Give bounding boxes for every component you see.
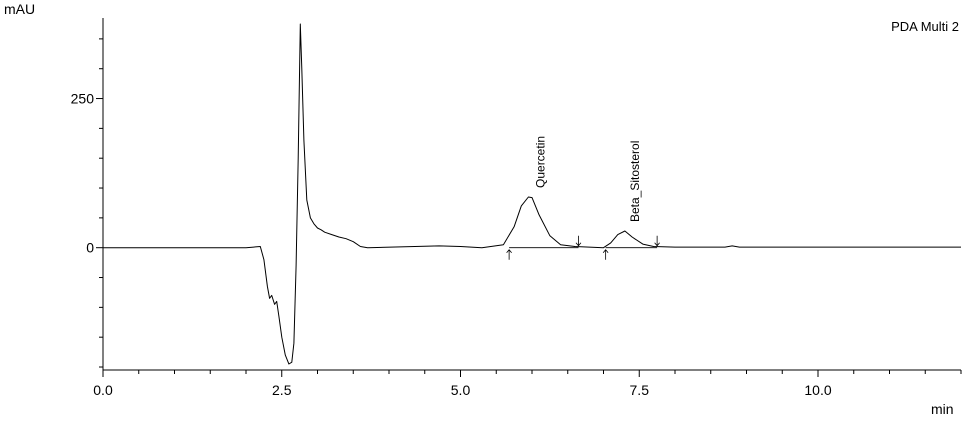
axes <box>102 18 961 371</box>
y-tick-label: 0 <box>86 240 94 256</box>
signal-trace <box>103 23 961 365</box>
series-layer <box>103 23 961 365</box>
peak-label-quercetin: Quercetin <box>534 136 548 188</box>
peak-start-marker <box>602 249 609 260</box>
y-tick-label: 250 <box>71 91 95 107</box>
x-tick-label: 2.5 <box>272 382 292 398</box>
axis-ticks: 0.0 2.5 5.0 7.5 10.0 0 250 <box>71 38 962 398</box>
x-axis-unit-label: min <box>931 401 954 417</box>
x-tick-label: 7.5 <box>630 382 650 398</box>
peak-end-marker <box>654 235 660 247</box>
peak-start-marker <box>506 249 512 260</box>
detector-label: PDA Multi 2 <box>891 19 959 34</box>
x-tick-label: 10.0 <box>804 382 831 398</box>
peak-label-beta-sitosterol: Beta_Sitosterol <box>628 141 642 222</box>
x-tick-label: 5.0 <box>451 382 471 398</box>
peak-end-marker <box>575 235 582 247</box>
text-labels: mAU min PDA Multi 2 Quercetin Beta_Sitost… <box>4 1 959 417</box>
x-tick-label: 0.0 <box>93 382 113 398</box>
peak-markers <box>506 235 660 260</box>
y-axis-unit-label: mAU <box>4 1 35 17</box>
